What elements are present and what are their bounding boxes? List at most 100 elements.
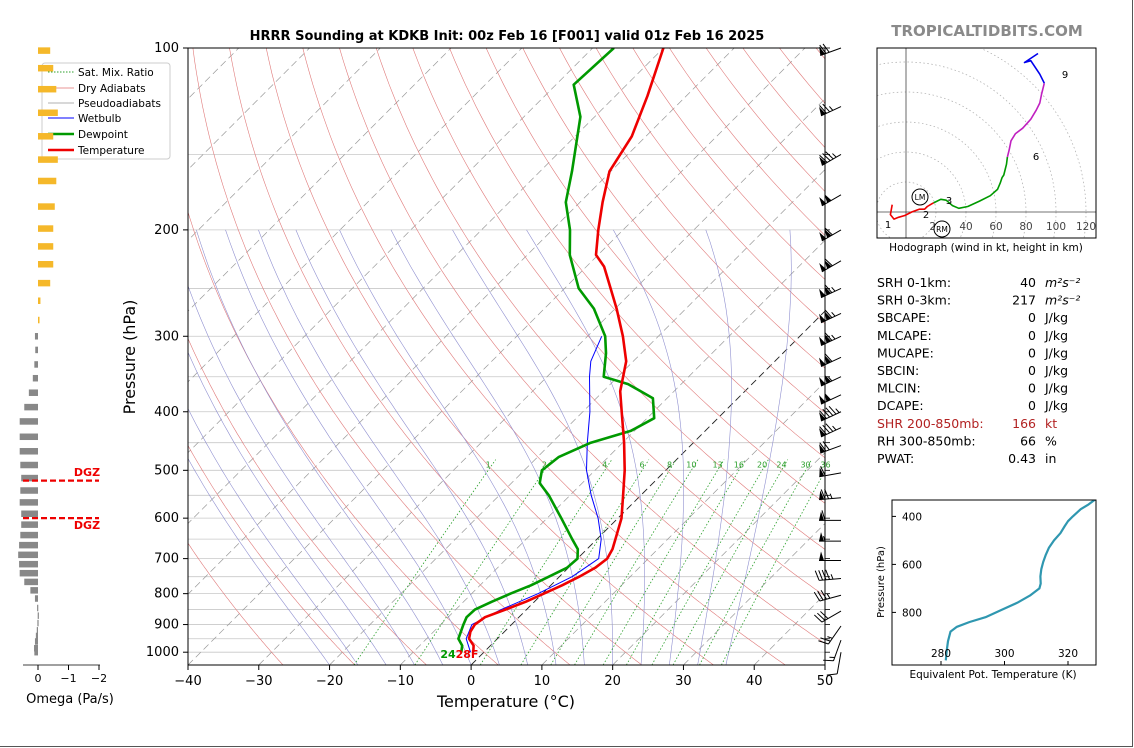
barb-staff xyxy=(819,497,842,501)
omega-bar xyxy=(19,541,38,549)
theta-e-y-tick-label: 400 xyxy=(902,511,922,523)
hodograph-height-label: 1 xyxy=(885,220,891,231)
barb-staff xyxy=(819,472,842,478)
skewt-ylabel: Pressure (hPa) xyxy=(120,300,139,415)
skewt-legend: Sat. Mix. Ratio Dry Adiabats Pseudoadiab… xyxy=(41,62,171,160)
hodograph-frame xyxy=(876,47,1097,239)
barb-full xyxy=(814,570,820,581)
stat-label: MLCIN: xyxy=(877,381,921,396)
barb-half xyxy=(829,493,833,499)
isotherm xyxy=(188,48,806,665)
dry-adiabat xyxy=(188,444,355,665)
barb-half xyxy=(823,536,826,542)
omega-bar xyxy=(38,47,51,54)
barb-full xyxy=(820,590,827,600)
x-tick-label: 0 xyxy=(467,674,475,689)
barb-full xyxy=(824,284,833,293)
wind-barb xyxy=(819,441,842,454)
pseudoadiabat xyxy=(526,229,645,665)
barb-pennant xyxy=(819,377,826,387)
pseudoadiabat xyxy=(339,229,557,665)
theta-e-x-tick-label: 300 xyxy=(994,648,1014,660)
omega-axes: 0 −1 −2 xyxy=(23,664,107,685)
stat-unit: J/kg xyxy=(1044,398,1068,413)
barb-full xyxy=(825,151,834,160)
omega-bar xyxy=(19,418,38,425)
omega-bar xyxy=(21,510,38,517)
barb-staff xyxy=(820,287,842,299)
barb-full xyxy=(822,424,831,434)
dgz-label-upper: DGZ xyxy=(74,466,100,479)
theta-e-ylabel: Pressure (hPa) xyxy=(876,546,887,618)
barb-full xyxy=(822,103,831,113)
hodograph-height-label: 6 xyxy=(1033,152,1039,163)
theta-e-y-tick-label: 800 xyxy=(902,607,922,619)
mixing-ratio-line xyxy=(699,459,812,665)
omega-tick-label: −2 xyxy=(91,672,107,685)
skewt-background-lines xyxy=(188,48,825,665)
mixing-ratio-line xyxy=(672,459,789,665)
omega-bar xyxy=(20,531,38,539)
skewt-xlabel: Temperature (°C) xyxy=(436,692,575,711)
theta-e-x-tick-label: 280 xyxy=(931,648,951,660)
barb-staff xyxy=(821,153,842,166)
omega-bar xyxy=(19,569,38,577)
stat-label: RH 300-850mb: xyxy=(877,433,976,448)
barb-half xyxy=(829,656,835,658)
omega-bar xyxy=(38,64,54,72)
isotherm xyxy=(470,310,825,665)
barb-full xyxy=(817,612,826,621)
surface-dewpoint-label: 24 xyxy=(440,648,456,661)
dry-adiabat xyxy=(815,48,825,60)
skewt-axes: 1 2 4 6 8 10 13 16 20 24 30 36100200300400500600700… xyxy=(146,41,833,689)
barb-full xyxy=(819,105,827,114)
barb-full xyxy=(814,614,823,623)
x-tick-label: 50 xyxy=(817,674,834,689)
storm-motion-label: RM xyxy=(936,225,948,234)
y-tick-label: 300 xyxy=(154,329,179,344)
pseudoadiabat xyxy=(452,229,613,665)
x-tick-label: 20 xyxy=(604,674,621,689)
omega-bar xyxy=(34,595,38,602)
barb-staff xyxy=(820,427,842,438)
wind-barb xyxy=(819,194,842,207)
barb-full xyxy=(824,332,833,341)
omega-bar xyxy=(20,461,38,469)
stat-unit: m²s⁻² xyxy=(1045,275,1080,290)
pseudoadiabat xyxy=(188,407,359,665)
omega-bar xyxy=(24,403,38,411)
surface-temperature-label: 28F xyxy=(456,648,479,661)
legend-entry-wetbulb: Wetbulb xyxy=(48,113,122,125)
omega-tick-label: −1 xyxy=(60,672,76,685)
stat-label: PWAT: xyxy=(877,451,914,466)
wind-barb xyxy=(823,639,842,662)
omega-bar xyxy=(21,521,38,528)
barb-staff xyxy=(819,577,842,581)
mixing-ratio-line xyxy=(550,459,677,665)
skewt-panel: 1 2 4 6 8 10 13 16 20 24 30 36100200300400500600700… xyxy=(41,41,842,711)
mixing-ratio-line xyxy=(414,459,553,665)
barb-staff xyxy=(819,594,842,602)
barb-half xyxy=(832,153,837,158)
wind-barb xyxy=(819,423,842,438)
hodograph-ring-label: 120 xyxy=(1076,221,1096,233)
sounding-stats: SRH 0-1km: 40 m²s⁻² SRH 0-3km: 217 m²s⁻² SBCAP… xyxy=(877,275,1080,466)
wind-barb xyxy=(819,374,842,387)
legend-entry-pseudoadiabats: Pseudoadiabats xyxy=(48,98,161,110)
mixing-ratio-label: 10 xyxy=(686,460,696,469)
stat-unit: J/kg xyxy=(1044,345,1068,360)
y-tick-label: 700 xyxy=(154,552,179,567)
omega-bar xyxy=(32,374,38,382)
omega-bar xyxy=(35,346,38,354)
omega-tick-label: 0 xyxy=(35,672,42,685)
barb-pennant xyxy=(819,551,824,561)
x-tick-label: 10 xyxy=(534,674,551,689)
wind-barb xyxy=(819,258,842,273)
dry-adiabat xyxy=(192,48,571,665)
stat-value: 66 xyxy=(1020,433,1036,448)
isotherm xyxy=(329,169,825,665)
stat-value: 0 xyxy=(1028,310,1036,325)
isotherm xyxy=(188,48,452,312)
pseudoadiabat xyxy=(188,351,387,665)
